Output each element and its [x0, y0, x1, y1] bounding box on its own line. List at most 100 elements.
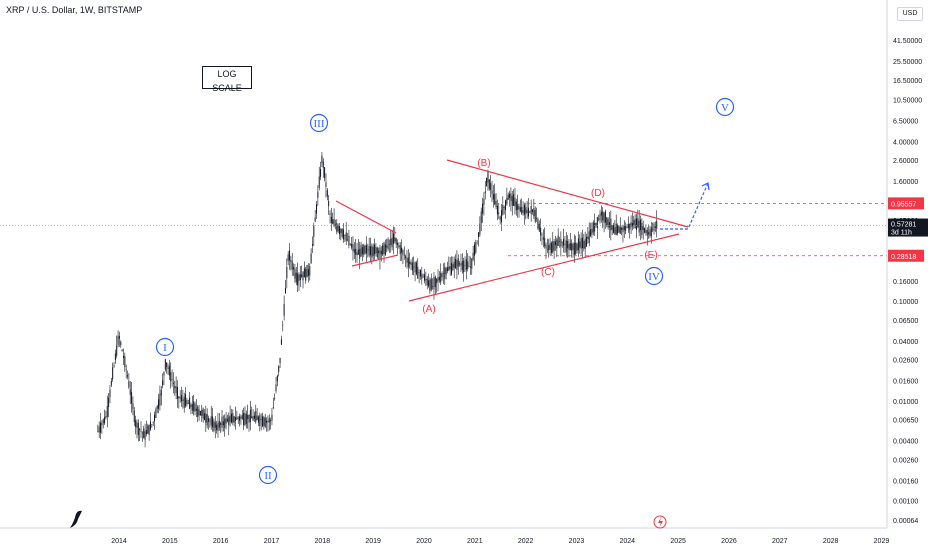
candle-body — [341, 228, 343, 237]
price-tick-label: 0.00100 — [893, 499, 918, 506]
candle-body — [272, 407, 274, 409]
candle-body — [167, 367, 169, 369]
candle-body — [479, 223, 481, 235]
candle-body — [642, 226, 644, 231]
candle-body — [421, 273, 423, 279]
candle-body — [637, 218, 639, 228]
price-tick-label: 1.60000 — [893, 179, 918, 186]
candle-body — [252, 415, 254, 421]
candle-body — [638, 220, 640, 233]
candle-body — [392, 233, 394, 244]
resistance-tag-box — [888, 197, 924, 210]
candle-body — [525, 207, 527, 214]
candle-body — [270, 420, 272, 422]
candle-body — [255, 411, 257, 423]
candle-series — [97, 152, 658, 448]
current-price-tag-countdown: 3d 11h — [891, 230, 912, 237]
candle-body — [511, 196, 513, 206]
candle-body — [328, 201, 330, 207]
candle-body — [260, 419, 262, 421]
candle-body — [344, 235, 346, 236]
candle-body — [174, 386, 176, 389]
candle-body — [325, 182, 327, 187]
candle-body — [446, 267, 448, 272]
candle-body — [473, 244, 475, 256]
candle-body — [208, 418, 210, 422]
candle-body — [519, 207, 521, 212]
currency-button[interactable]: USD — [897, 7, 923, 21]
candle-body — [397, 242, 399, 245]
candle-body — [653, 223, 655, 231]
candle-body — [382, 245, 384, 255]
candle-body — [475, 242, 477, 253]
candle-body — [241, 415, 243, 420]
candle-body — [212, 416, 214, 428]
candle-body — [267, 421, 269, 423]
candle-body — [353, 249, 355, 253]
candle-body — [368, 245, 370, 256]
candle-body — [129, 389, 131, 395]
candle-body — [293, 267, 295, 270]
candle-body — [266, 420, 268, 423]
wave-label-e: (E) — [644, 250, 657, 261]
price-axis[interactable]: 41.50000 25.50000 16.50000 10.50000 6.50000 4… — [0, 0, 928, 529]
candle-body — [185, 394, 187, 407]
candle-body — [302, 271, 304, 281]
time-tick-label: 2028 — [823, 538, 839, 545]
candle-body — [522, 210, 524, 213]
candle-body — [386, 245, 388, 248]
tradingview-logo-icon — [70, 510, 82, 528]
candle-body — [314, 217, 316, 222]
candle-body — [644, 228, 646, 233]
candle-body — [490, 183, 492, 190]
candle-body — [205, 413, 207, 423]
time-tick-label: 2022 — [518, 538, 534, 545]
candle-body — [433, 277, 435, 290]
candle-body — [316, 204, 318, 214]
candle-body — [602, 210, 604, 221]
candle-body — [348, 235, 350, 246]
candle-body — [457, 258, 459, 267]
candle-body — [332, 219, 334, 224]
candle-body — [190, 404, 192, 408]
candle-body — [128, 381, 130, 388]
candle-body — [461, 261, 463, 271]
candle-body — [451, 262, 453, 275]
log-scale-note: LOG SCALE — [202, 66, 252, 93]
candle-body — [648, 232, 650, 235]
candle-body — [271, 414, 273, 421]
candle-body — [209, 420, 211, 422]
candle-body — [164, 359, 166, 370]
candle-body — [414, 261, 416, 273]
candle-body — [635, 218, 637, 230]
wave-label-i: I — [163, 342, 167, 354]
candle-body — [452, 264, 454, 271]
candle-body — [506, 197, 508, 205]
candle-body — [563, 239, 565, 246]
price-tick-label: 0.16000 — [893, 279, 918, 286]
time-axis[interactable]: 2014 2015 2016 2017 2018 2019 2020 2021 2022 2023… — [111, 538, 889, 545]
candle-body — [334, 224, 336, 226]
candle-body — [155, 409, 157, 418]
candle-body — [147, 425, 149, 434]
candle-body — [256, 415, 258, 421]
candle-body — [472, 252, 474, 260]
candle-body — [333, 219, 335, 227]
projection-arrowhead — [701, 182, 710, 191]
candle-body — [615, 223, 617, 236]
candle-body — [515, 201, 517, 211]
candle-body — [581, 237, 583, 249]
triangle-lower-line — [408, 233, 680, 302]
candle-body — [118, 336, 120, 339]
candle-body — [546, 248, 548, 250]
candle-body — [502, 204, 504, 215]
candle-body — [135, 420, 137, 427]
candle-body — [222, 421, 224, 426]
candle-body — [633, 220, 635, 226]
candle-body — [505, 200, 507, 210]
candle-body — [587, 236, 589, 240]
wave-circle-i — [155, 337, 175, 357]
wave-circle-iii — [309, 113, 329, 133]
candle-body — [237, 417, 239, 419]
